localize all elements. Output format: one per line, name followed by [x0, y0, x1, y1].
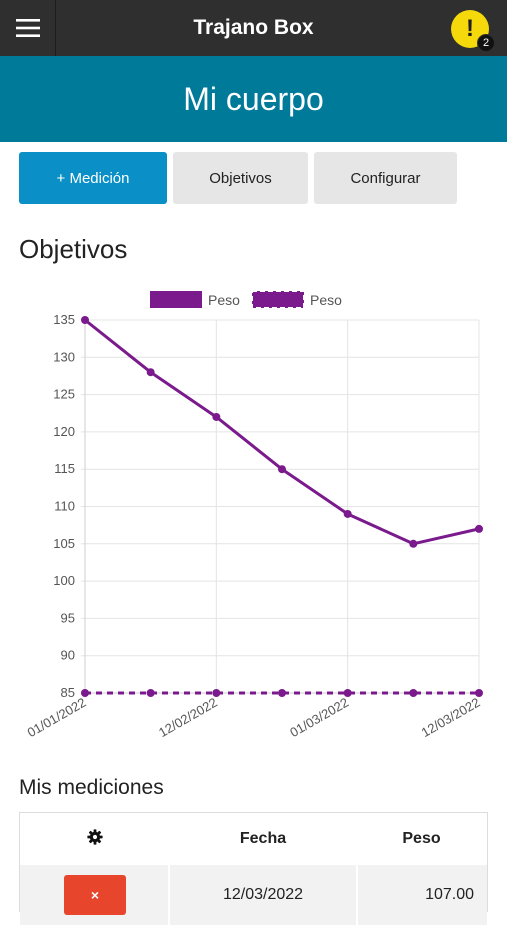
y-tick-label: 100: [53, 573, 75, 588]
data-point: [212, 689, 221, 697]
x-tick-label: 12/02/2022: [156, 695, 220, 741]
legend-label: Peso: [310, 292, 342, 308]
gear-icon: [87, 829, 103, 845]
row-date: 12/03/2022: [222, 886, 304, 903]
data-point: [81, 689, 89, 697]
y-tick-label: 90: [61, 648, 75, 663]
x-tick-label: 01/01/2022: [25, 695, 89, 741]
x-tick-label: 12/03/2022: [419, 695, 483, 741]
delete-row-button[interactable]: ×: [64, 875, 126, 915]
data-point: [343, 689, 352, 697]
data-point: [81, 316, 89, 324]
top-bar: Trajano Box ! 2: [0, 0, 507, 56]
y-tick-label: 130: [53, 349, 75, 364]
data-point: [475, 689, 483, 697]
y-tick-label: 120: [53, 424, 75, 439]
legend-label: Peso: [208, 292, 240, 308]
weight-chart: 85 90 95 100 105 110 115 120 125 130 135 01/01/2022…: [25, 290, 483, 741]
measurements-heading: Mis mediciones: [19, 776, 164, 799]
y-tick-label: 115: [54, 461, 75, 476]
y-tick-label: 105: [53, 536, 75, 551]
row-weight: 107.00: [425, 886, 474, 903]
y-tick-label: 85: [61, 685, 75, 700]
y-tick-label: 110: [54, 499, 75, 514]
data-point: [212, 412, 221, 421]
data-point: [409, 689, 418, 697]
data-point: [343, 509, 352, 518]
alert-icon: !: [466, 15, 474, 42]
data-point: [278, 465, 286, 474]
data-point: [278, 689, 286, 697]
data-point: [146, 368, 155, 377]
data-point: [409, 539, 418, 548]
x-tick-label: 01/03/2022: [287, 695, 351, 741]
menu-button[interactable]: [0, 0, 56, 56]
page-title: Mi cuerpo: [0, 56, 507, 142]
date-column-header: Fecha: [239, 830, 287, 847]
goals-button[interactable]: Objetivos: [173, 152, 308, 204]
hamburger-icon: [15, 19, 40, 37]
data-point: [146, 689, 155, 697]
notification-count-badge: 2: [477, 34, 495, 52]
goals-heading: Objetivos: [19, 234, 128, 264]
legend-swatch: [251, 290, 305, 309]
column-divider: [356, 865, 358, 925]
add-measurement-button[interactable]: + Medición: [19, 152, 167, 204]
settings-column-header[interactable]: [20, 813, 170, 865]
y-tick-label: 95: [61, 610, 75, 625]
y-tick-label: 135: [53, 312, 75, 327]
y-tick-label: 125: [53, 387, 75, 402]
configure-button[interactable]: Configurar: [314, 152, 457, 204]
measurements-table: Fecha Peso × 12/03/2022 107.00: [19, 812, 488, 925]
data-point: [475, 524, 483, 533]
table-row: × 12/03/2022 107.00: [20, 865, 487, 925]
weight-column-header: Peso: [402, 830, 441, 847]
app-title: Trajano Box: [193, 16, 314, 39]
column-divider: [168, 865, 170, 925]
legend-swatch: [150, 291, 202, 308]
notification-alert-button[interactable]: !: [451, 10, 489, 48]
delete-icon: ×: [90, 887, 100, 903]
